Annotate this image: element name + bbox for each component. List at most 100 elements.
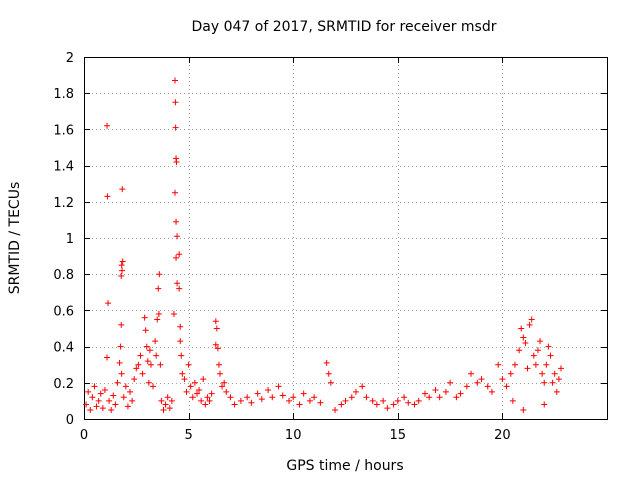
data-point <box>179 370 186 377</box>
data-point <box>279 392 286 399</box>
data-point <box>509 397 516 404</box>
data-point <box>555 376 562 383</box>
data-points <box>83 77 564 413</box>
data-point <box>162 401 169 408</box>
data-point <box>325 370 332 377</box>
data-point <box>112 401 119 408</box>
data-point <box>104 354 111 361</box>
data-point <box>189 394 196 401</box>
data-point <box>173 218 180 225</box>
data-point <box>150 383 157 390</box>
data-point <box>114 379 121 386</box>
data-point <box>176 285 183 292</box>
data-point <box>181 376 188 383</box>
data-point <box>208 390 215 397</box>
data-point <box>221 379 228 386</box>
x-tick-label: 5 <box>184 428 192 443</box>
data-point <box>212 341 219 348</box>
data-point <box>286 397 293 404</box>
data-point <box>541 379 548 386</box>
data-point <box>518 325 525 332</box>
y-tick-label: 0.4 <box>53 341 74 356</box>
data-point <box>520 334 527 341</box>
data-point <box>534 347 541 354</box>
data-point <box>117 343 124 350</box>
data-point <box>142 327 149 334</box>
data-point <box>156 271 163 278</box>
data-point <box>119 186 126 193</box>
data-point <box>168 397 175 404</box>
data-point <box>495 361 502 368</box>
data-point <box>215 361 222 368</box>
data-point <box>95 397 102 404</box>
data-point <box>499 376 506 383</box>
data-point <box>227 394 234 401</box>
data-point <box>119 267 126 274</box>
data-point <box>104 122 111 129</box>
data-point <box>191 379 198 386</box>
data-point <box>528 316 535 323</box>
data-point <box>131 376 138 383</box>
x-tick-labels: 0 5 10 15 20 <box>80 428 511 443</box>
data-point <box>213 325 220 332</box>
data-point <box>110 392 117 399</box>
data-point <box>290 394 297 401</box>
data-point <box>172 124 179 131</box>
data-point <box>526 321 533 328</box>
data-point <box>152 338 159 345</box>
data-point <box>524 365 531 372</box>
data-point <box>172 189 179 196</box>
data-point <box>124 403 131 410</box>
data-point <box>551 370 558 377</box>
data-point <box>258 396 265 403</box>
data-point <box>174 280 181 287</box>
data-point <box>342 397 349 404</box>
data-point <box>545 343 552 350</box>
data-point <box>173 158 180 165</box>
data-point <box>338 401 345 408</box>
data-point <box>216 370 223 377</box>
data-point <box>83 401 90 408</box>
data-point <box>133 365 140 372</box>
data-point <box>89 394 96 401</box>
data-point <box>135 361 142 368</box>
data-point <box>478 376 485 383</box>
data-point <box>411 401 418 408</box>
data-point <box>474 379 481 386</box>
data-point <box>248 399 255 406</box>
data-point <box>178 352 185 359</box>
y-tick-label: 2 <box>66 51 74 66</box>
data-point <box>332 406 339 413</box>
data-point <box>170 311 177 318</box>
data-point <box>415 397 422 404</box>
data-point <box>153 352 160 359</box>
data-point <box>401 394 408 401</box>
gridlines <box>84 57 607 419</box>
data-point <box>394 397 401 404</box>
data-point <box>453 394 460 401</box>
data-point <box>196 387 203 394</box>
data-point <box>206 397 213 404</box>
data-point <box>380 397 387 404</box>
y-axis-label: SRMTID / TECUs <box>7 182 23 295</box>
data-point <box>155 311 162 318</box>
data-point <box>275 383 282 390</box>
data-point <box>311 394 318 401</box>
data-point <box>219 383 226 390</box>
data-point <box>457 390 464 397</box>
data-point <box>212 318 219 325</box>
data-point <box>432 387 439 394</box>
data-point <box>463 383 470 390</box>
data-point <box>147 361 154 368</box>
data-point <box>323 359 330 366</box>
data-point <box>200 376 207 383</box>
y-tick-labels: 0 0.2 0.4 0.6 0.8 1 1.2 1.4 1.6 1.8 2 <box>53 51 74 428</box>
data-point <box>101 387 108 394</box>
data-point <box>488 388 495 395</box>
data-point <box>160 406 167 413</box>
data-point <box>484 383 491 390</box>
y-tick-label: 1 <box>66 232 74 247</box>
data-point <box>543 361 550 368</box>
data-point <box>204 394 211 401</box>
